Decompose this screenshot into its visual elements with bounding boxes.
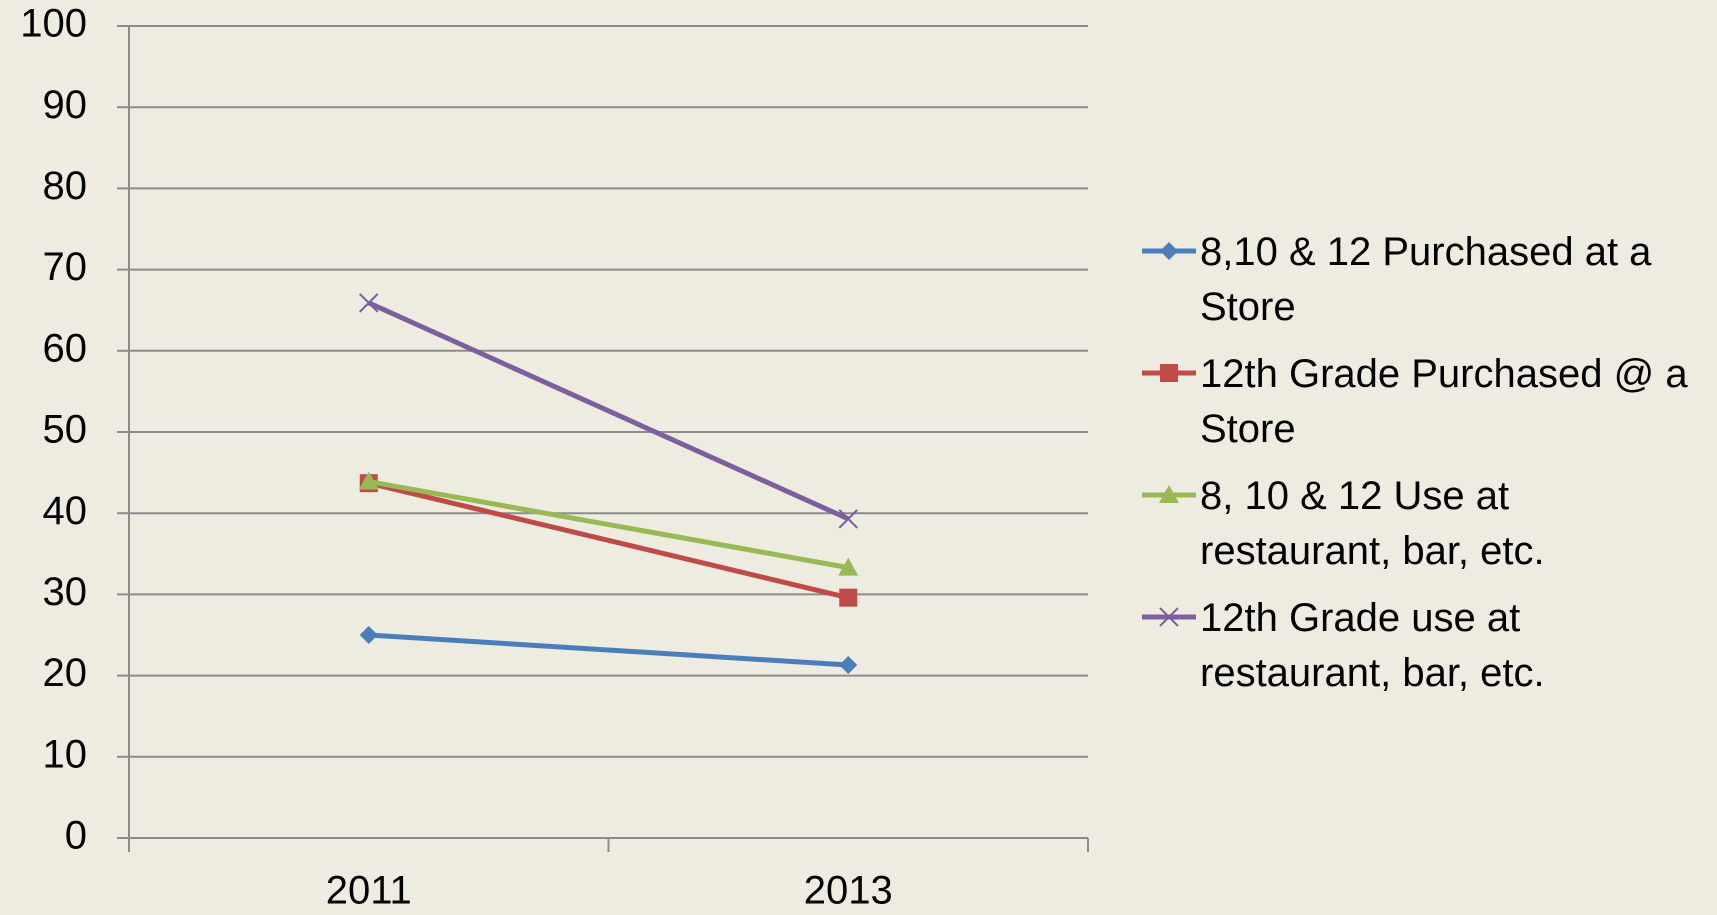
legend-entry: 12th Grade Purchased @ a Store [1140, 347, 1710, 457]
marker [358, 471, 379, 490]
legend-entry: 8,10 & 12 Purchased at a Store [1140, 225, 1710, 335]
legend-swatch [1142, 242, 1196, 260]
legend-label: 12th Grade Purchased @ a Store [1200, 352, 1688, 451]
y-tick-label: 30 [43, 570, 88, 614]
y-tick-label: 80 [43, 164, 88, 208]
marker [359, 626, 378, 644]
y-tick-label: 20 [43, 651, 88, 695]
x-tick-label: 2013 [804, 869, 893, 913]
marker [359, 293, 379, 313]
marker [838, 557, 859, 576]
marker [838, 509, 858, 529]
y-tick-label: 10 [43, 732, 88, 776]
legend: 8,10 & 12 Purchased at a Store 12th Grade… [1140, 225, 1710, 713]
legend-label: 8,10 & 12 Purchased at a Store [1200, 230, 1652, 329]
legend-swatch [1142, 607, 1196, 627]
y-tick-label: 40 [43, 489, 88, 533]
marker [1160, 364, 1178, 382]
series-line [368, 480, 849, 601]
y-tick-label: 50 [43, 408, 88, 452]
legend-swatch [1142, 364, 1196, 382]
series-line [368, 479, 849, 571]
y-tick-label: 100 [20, 2, 87, 46]
legend-entry: 12th Grade use at restaurant, bar, etc. [1140, 591, 1710, 701]
legend-label: 8, 10 & 12 Use at restaurant, bar, etc. [1200, 474, 1545, 573]
marker [839, 588, 858, 607]
y-tick-label: 0 [65, 814, 87, 858]
legend-label: 12th Grade use at restaurant, bar, etc. [1200, 596, 1545, 695]
x-tick-label: 2011 [326, 869, 412, 913]
y-tick-label: 90 [43, 83, 88, 127]
y-tick-label: 60 [43, 326, 88, 370]
marker [1160, 242, 1178, 260]
marker [1159, 607, 1179, 627]
series-line [368, 632, 849, 668]
marker [839, 656, 858, 675]
series-line [367, 300, 850, 522]
marker [1159, 485, 1179, 503]
legend-entry: 8, 10 & 12 Use at restaurant, bar, etc. [1140, 469, 1710, 579]
y-tick-label: 70 [43, 245, 88, 289]
legend-swatch [1142, 485, 1196, 503]
